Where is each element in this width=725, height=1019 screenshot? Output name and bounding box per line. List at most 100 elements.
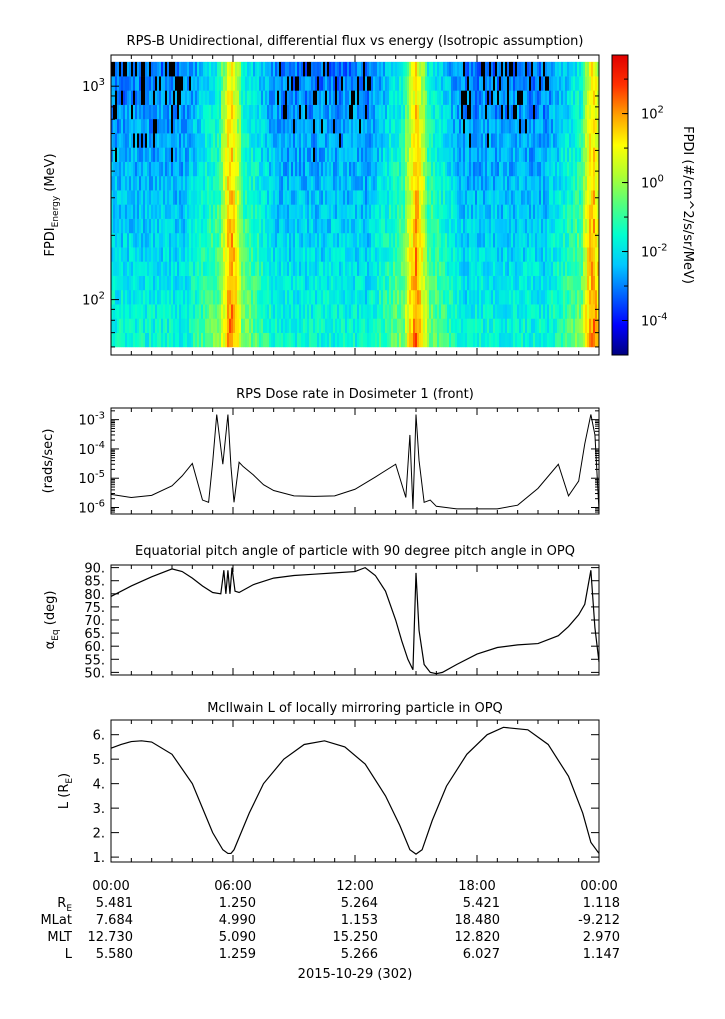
spectrogram-cell <box>203 190 206 205</box>
spectrogram-cell <box>317 76 320 91</box>
spectrogram-cell <box>119 104 122 120</box>
spectrogram-cell <box>233 332 236 348</box>
spectrogram-cell <box>259 247 262 262</box>
spectrogram-cell <box>215 161 218 177</box>
spectrogram-cell <box>157 90 160 105</box>
spectrogram-cell <box>327 218 330 234</box>
spectrogram-cell <box>133 147 136 162</box>
spectrogram-cell <box>295 261 298 276</box>
spectrogram-cell <box>521 147 524 162</box>
spectrogram-cell <box>533 147 536 162</box>
spectrogram-cell <box>571 147 574 162</box>
spectrogram-cell <box>127 247 130 262</box>
spectrogram-cell <box>313 204 316 219</box>
spectrogram-cell <box>181 261 184 276</box>
spectrogram-cell <box>521 118 524 134</box>
spectrogram-cell <box>431 247 434 262</box>
spectrogram-cell <box>285 147 288 162</box>
spectrogram-cell <box>119 247 122 262</box>
spectrogram-cell <box>269 232 272 248</box>
spectrogram-cell <box>299 147 302 162</box>
spectrogram-cell <box>501 261 504 276</box>
spectrogram-cell <box>543 175 546 191</box>
spectrogram-cell <box>485 61 488 77</box>
spectrogram-cell <box>301 175 304 191</box>
spectrogram-cell <box>419 304 422 319</box>
spectrogram-cell <box>341 247 344 262</box>
spectrogram-cell <box>339 218 342 234</box>
spectrogram-cell <box>301 118 304 134</box>
spectrogram-cell <box>569 90 572 105</box>
spectrogram-cell <box>303 261 306 276</box>
spectrogram-cell <box>539 247 542 262</box>
spectrogram-cell <box>123 247 126 262</box>
spectrogram-cell <box>493 318 496 333</box>
spectrogram-cell <box>145 318 148 333</box>
spectrogram-cell <box>461 147 464 162</box>
spectrogram-cell <box>395 104 398 120</box>
spectrogram-cell <box>241 190 244 205</box>
spectrogram-cell <box>175 275 178 291</box>
spectrogram-cell <box>349 289 352 305</box>
spectrogram-cell <box>483 90 486 105</box>
spectrogram-cell <box>423 247 426 262</box>
spectrogram-cell <box>207 90 210 105</box>
spectrogram-cell <box>173 90 176 105</box>
spectrogram-cell <box>493 190 496 205</box>
spectrogram-cell <box>121 147 124 162</box>
spectrogram-cell <box>215 190 218 205</box>
spectrogram-cell <box>217 190 220 205</box>
spectrogram-cell <box>391 104 394 120</box>
spectrogram-cell <box>171 289 174 305</box>
spectrogram-cell <box>353 204 356 219</box>
spectrogram-cell <box>121 289 124 305</box>
spectrogram-cell <box>449 90 452 105</box>
spectrogram-cell <box>547 147 550 162</box>
spectrogram-cell <box>395 175 398 191</box>
spectrogram-cell <box>525 133 528 148</box>
spectrogram-cell <box>415 161 418 177</box>
spectrogram-cell <box>517 90 520 105</box>
spectrogram-cell <box>327 261 330 276</box>
spectrogram-cell <box>145 161 148 177</box>
spectrogram-cell <box>335 104 338 120</box>
spectrogram-cell <box>535 133 538 148</box>
spectrogram-cell <box>347 232 350 248</box>
spectrogram-cell <box>253 104 256 120</box>
spectrogram-cell <box>539 275 542 291</box>
spectrogram-cell <box>217 147 220 162</box>
spectrogram-cell <box>111 118 114 134</box>
spectrogram-cell <box>495 118 498 134</box>
spectrogram-cell <box>511 104 514 120</box>
spectrogram-cell <box>415 204 418 219</box>
spectrogram-cell <box>533 232 536 248</box>
spectrogram-cell <box>581 289 584 305</box>
spectrogram-cell <box>477 161 480 177</box>
spectrogram-cell <box>287 232 290 248</box>
spectrogram-cell <box>449 332 452 348</box>
spectrogram-cell <box>217 232 220 248</box>
spectrogram-cell <box>571 232 574 248</box>
spectrogram-cell <box>485 90 488 105</box>
spectrogram-cell <box>151 175 154 191</box>
spectrogram-cell <box>549 61 552 77</box>
spectrogram-cell <box>519 61 522 77</box>
spectrogram-cell <box>393 247 396 262</box>
spectrogram-cell <box>325 133 328 148</box>
spectrogram-cell <box>477 147 480 162</box>
spectrogram-cell <box>567 118 570 134</box>
spectrogram-cell <box>309 261 312 276</box>
spectrogram-cell <box>123 275 126 291</box>
spectrogram-cell <box>517 147 520 162</box>
spectrogram-cell <box>355 104 358 120</box>
spectrogram-cell <box>247 190 250 205</box>
spectrogram-cell <box>299 204 302 219</box>
spectrogram-cell <box>191 289 194 305</box>
spectrogram-cell <box>145 232 148 248</box>
spectrogram-cell <box>193 332 196 348</box>
spectrogram-cell <box>579 275 582 291</box>
spectrogram-cell <box>463 161 466 177</box>
spectrogram-cell <box>323 261 326 276</box>
spectrogram-cell <box>427 261 430 276</box>
spectrogram-cell <box>387 289 390 305</box>
